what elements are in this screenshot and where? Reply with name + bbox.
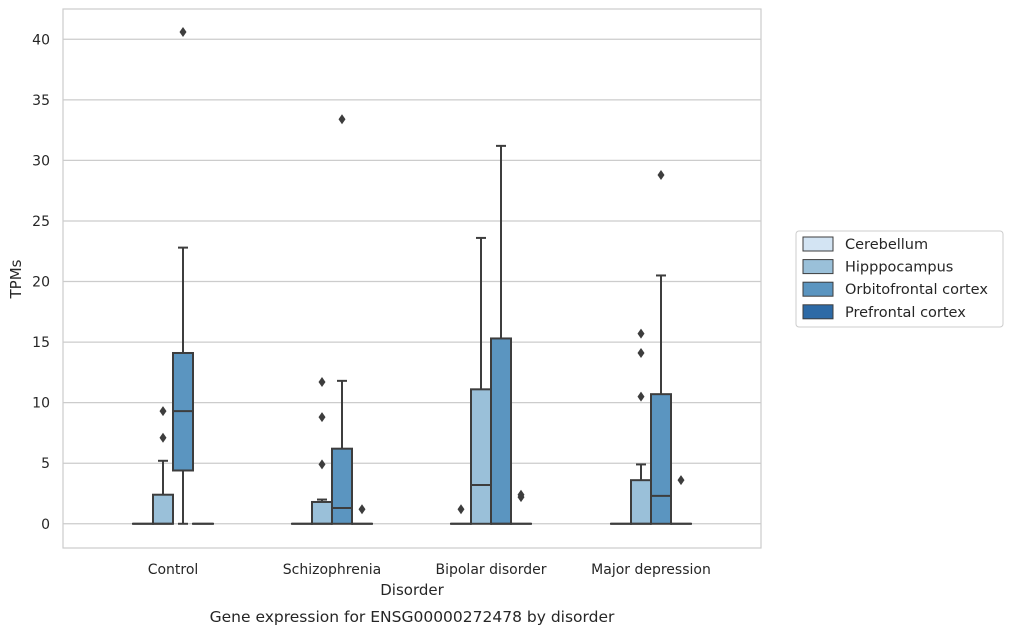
- outlier-point: [318, 459, 326, 470]
- box: [490, 144, 512, 525]
- box: [172, 27, 194, 525]
- y-tick-label: 30: [32, 153, 50, 169]
- box: [670, 475, 692, 525]
- legend: Cerebellum Hipppocampus Orbitofrontal cort…: [795, 230, 1004, 328]
- box: [311, 377, 333, 525]
- y-tick-label: 25: [32, 214, 50, 230]
- outlier-point: [657, 169, 665, 180]
- box: [152, 406, 174, 525]
- y-tick-labels: 0 5 10 15 20 25 30 35 40: [32, 32, 50, 532]
- legend-swatch: [802, 236, 834, 252]
- box-iqr: [490, 337, 512, 525]
- legend-label: Hipppocampus: [845, 260, 953, 276]
- x-tick-label: Bipolar disorder: [435, 562, 546, 578]
- box-iqr: [311, 500, 333, 525]
- y-tick-label: 40: [32, 32, 50, 48]
- box: [470, 236, 492, 525]
- box-iqr: [630, 479, 652, 525]
- outlier-point: [338, 114, 346, 125]
- boxes: [132, 27, 692, 525]
- legend-swatch: [802, 304, 834, 320]
- y-axis-label: TPMs: [7, 259, 25, 299]
- outlier-point: [457, 504, 465, 515]
- y-tick-label: 20: [32, 275, 50, 291]
- box-iqr: [152, 493, 174, 525]
- outlier-point: [517, 489, 525, 500]
- box: [510, 489, 532, 525]
- outlier-point: [318, 412, 326, 423]
- box: [450, 504, 472, 525]
- box: [630, 328, 652, 525]
- y-tick-label: 10: [32, 396, 50, 412]
- y-tick-label: 15: [32, 335, 50, 351]
- outlier-point: [358, 504, 366, 515]
- legend-frame: [795, 230, 1004, 328]
- legend-label: Prefrontal cortex: [845, 305, 966, 321]
- legend-swatch: [802, 259, 834, 275]
- legend-label: Orbitofrontal cortex: [845, 282, 988, 298]
- chart-title: Gene expression for ENSG00000272478 by d…: [210, 608, 615, 626]
- box-iqr: [650, 393, 672, 525]
- outlier-point: [637, 391, 645, 402]
- box: [351, 504, 373, 525]
- legend-label: Cerebellum: [845, 237, 928, 253]
- box-iqr: [331, 447, 353, 525]
- outlier-point: [159, 432, 167, 443]
- outlier-point: [159, 406, 167, 417]
- x-tick-label: Schizophrenia: [283, 562, 381, 578]
- box-iqr: [470, 388, 492, 525]
- outlier-point: [637, 328, 645, 339]
- x-tick-label: Major depression: [591, 562, 711, 578]
- box: [331, 114, 353, 525]
- box: [650, 169, 672, 525]
- outlier-point: [677, 475, 685, 486]
- outlier-point: [637, 347, 645, 358]
- x-tick-label: Control: [148, 562, 199, 578]
- y-tick-label: 5: [41, 456, 50, 472]
- x-tick-labels: Control Schizophrenia Bipolar disorder Majo…: [148, 562, 711, 578]
- x-axis-label: Disorder: [380, 581, 444, 599]
- plot-area-frame: [62, 8, 762, 549]
- legend-swatch: [802, 281, 834, 297]
- outlier-point: [318, 377, 326, 388]
- y-tick-label: 35: [32, 93, 50, 109]
- y-tick-label: 0: [41, 517, 50, 533]
- outlier-point: [179, 27, 187, 38]
